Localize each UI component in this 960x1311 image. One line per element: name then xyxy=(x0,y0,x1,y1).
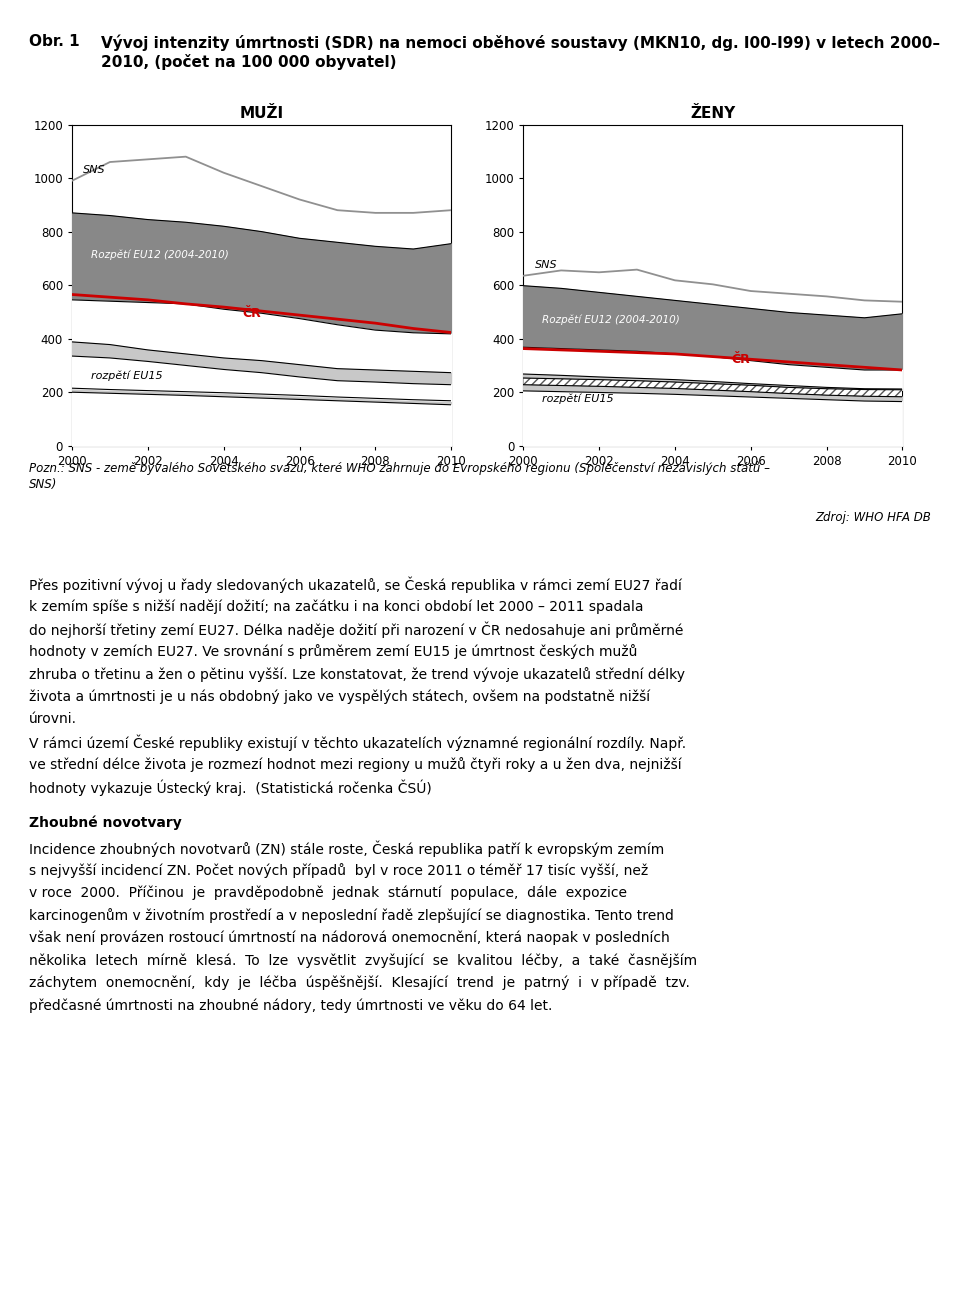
Text: několika  letech  mírně  klesá.  To  lze  vysvětlit  zvyšující  se  kvalitou  lé: několika letech mírně klesá. To lze vysv… xyxy=(29,953,697,968)
Text: Obr. 1: Obr. 1 xyxy=(29,34,80,49)
Text: SNS: SNS xyxy=(535,260,557,270)
Text: hodnoty v zemích EU27. Ve srovnání s průměrem zemí EU15 je úmrtnost českých mužů: hodnoty v zemích EU27. Ve srovnání s prů… xyxy=(29,645,637,659)
Text: hodnoty vykazuje Ústecký kraj.  (Statistická ročenka ČSÚ): hodnoty vykazuje Ústecký kraj. (Statisti… xyxy=(29,780,432,796)
Text: Pozn.: SNS - země bývalého Sovětského svazu, které WHO zahrnuje do Evropského re: Pozn.: SNS - země bývalého Sovětského sv… xyxy=(29,461,770,492)
Text: Zhoubné novotvary: Zhoubné novotvary xyxy=(29,815,181,830)
Text: záchytem  onemocnění,  kdy  je  léčba  úspěšnější.  Klesající  trend  je  patrný: záchytem onemocnění, kdy je léčba úspěšn… xyxy=(29,975,689,991)
Text: Vývoj intenzity úmrtnosti (SDR) na nemoci oběhové soustavy (MKN10, dg. I00-I99) : Vývoj intenzity úmrtnosti (SDR) na nemoc… xyxy=(101,34,940,71)
Text: v roce  2000.  Příčinou  je  pravděpodobně  jednak  stárnutí  populace,  dále  e: v roce 2000. Příčinou je pravděpodobně j… xyxy=(29,886,627,901)
Text: karcinogenům v životním prostředí a v neposlední řadě zlepšující se diagnostika.: karcinogenům v životním prostředí a v ne… xyxy=(29,909,674,923)
Text: však není provázen rostoucí úmrtností na nádorová onemocnění, která naopak v pos: však není provázen rostoucí úmrtností na… xyxy=(29,931,669,945)
Text: zhruba o třetinu a žen o pětinu vyšší. Lze konstatovat, že trend vývoje ukazatel: zhruba o třetinu a žen o pětinu vyšší. L… xyxy=(29,667,684,682)
Text: ČR: ČR xyxy=(732,353,751,366)
Text: s nejvyšší incidencí ZN. Počet nových případů  byl v roce 2011 o téměř 17 tisíc : s nejvyšší incidencí ZN. Počet nových př… xyxy=(29,863,648,878)
Text: V rámci území České republiky existují v těchto ukazatelích významné regionální : V rámci území České republiky existují v… xyxy=(29,734,686,751)
Text: SNS: SNS xyxy=(84,165,106,174)
Text: rozpětí EU15: rozpětí EU15 xyxy=(542,393,613,404)
Text: úrovni.: úrovni. xyxy=(29,712,77,726)
Title: ŽENY: ŽENY xyxy=(690,106,735,121)
Text: ve střední délce života je rozmezí hodnot mezi regiony u mužů čtyři roky a u žen: ve střední délce života je rozmezí hodno… xyxy=(29,758,682,772)
Text: rozpětí EU15: rozpětí EU15 xyxy=(91,370,162,380)
Text: života a úmrtnosti je u nás obdobný jako ve vyspělých státech, ovšem na podstatn: života a úmrtnosti je u nás obdobný jako… xyxy=(29,690,650,704)
Text: Zdroj: WHO HFA DB: Zdroj: WHO HFA DB xyxy=(815,511,931,524)
Text: Incidence zhoubných novotvarů (ZN) stále roste, Česká republika patří k evropský: Incidence zhoubných novotvarů (ZN) stále… xyxy=(29,840,664,857)
Text: k zemím spíše s nižší nadějí dožití; na začátku i na konci období let 2000 – 201: k zemím spíše s nižší nadějí dožití; na … xyxy=(29,599,643,614)
Text: předčasné úmrtnosti na zhoubné nádory, tedy úmrtnosti ve věku do 64 let.: předčasné úmrtnosti na zhoubné nádory, t… xyxy=(29,999,552,1013)
Text: Rozpětí EU12 (2004-2010): Rozpětí EU12 (2004-2010) xyxy=(542,315,680,325)
Text: ČR: ČR xyxy=(243,307,261,320)
Title: MUŽI: MUŽI xyxy=(240,106,283,121)
Text: Rozpětí EU12 (2004-2010): Rozpětí EU12 (2004-2010) xyxy=(91,250,228,261)
Text: do nejhorší třetiny zemí EU27. Délka naděje dožití při narození v ČR nedosahuje : do nejhorší třetiny zemí EU27. Délka nad… xyxy=(29,621,684,638)
Text: Přes pozitivní vývoj u řady sledovaných ukazatelů, se Česká republika v rámci ze: Přes pozitivní vývoj u řady sledovaných … xyxy=(29,577,682,594)
